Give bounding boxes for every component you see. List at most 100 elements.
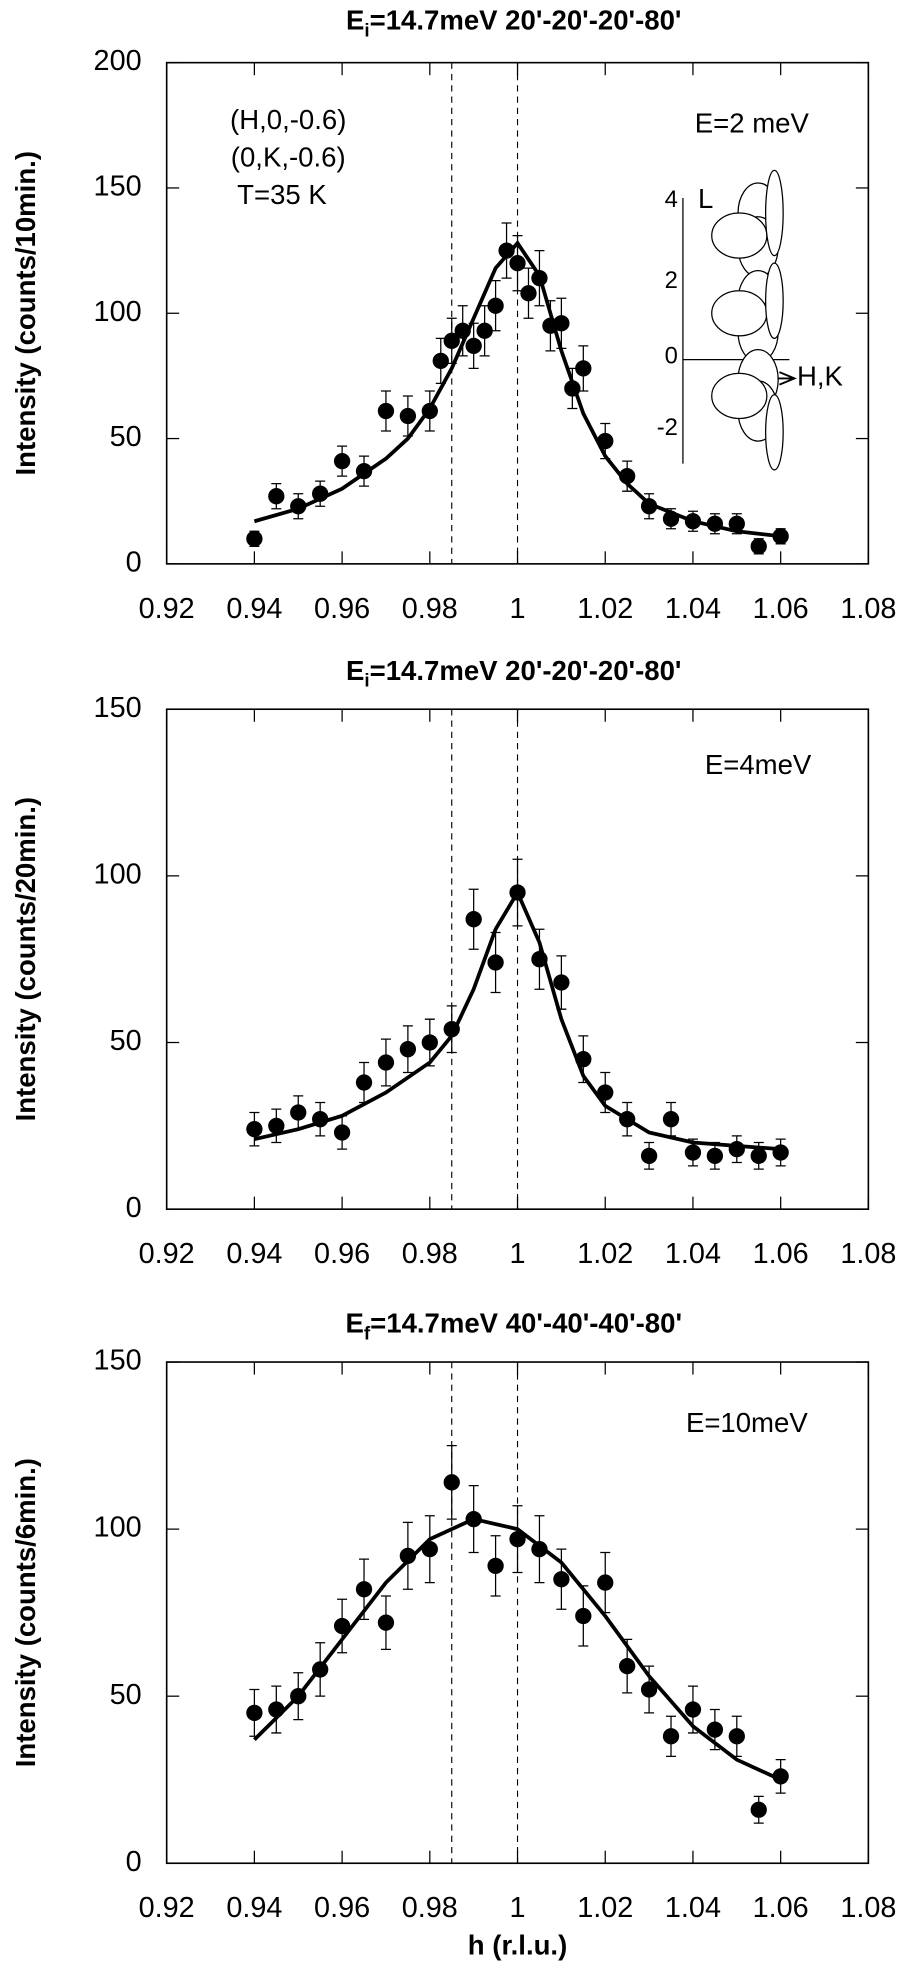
data-point <box>531 951 548 968</box>
data-point <box>509 1530 526 1548</box>
inset-lobe <box>764 169 784 257</box>
y-tick-label: 0 <box>126 546 142 578</box>
data-point <box>750 538 767 555</box>
data-point <box>399 1041 417 1058</box>
data-point <box>268 488 285 505</box>
data-point <box>684 1144 702 1161</box>
panel-title: Ei=14.7meV 20'-20'-20'-80' <box>346 655 681 690</box>
data-point <box>246 530 263 547</box>
data-point <box>564 380 581 397</box>
data-point <box>312 1111 329 1128</box>
data-point <box>246 1121 263 1138</box>
data-point <box>706 515 724 532</box>
title-rest: =14.7meV 20'-20'-20'-80' <box>370 5 682 36</box>
data-point <box>443 1474 460 1491</box>
data-point <box>772 1144 789 1161</box>
panel-title: Ef=14.7meV 40'-40'-40'-80' <box>346 1308 682 1343</box>
data-point <box>377 402 395 420</box>
x-tick-label: 0.96 <box>314 593 370 625</box>
inset-tick-label: -2 <box>657 414 678 441</box>
data-point <box>553 315 570 332</box>
x-tick-label: 1.04 <box>665 1892 721 1924</box>
data-point <box>597 1574 614 1591</box>
data-point <box>640 498 658 515</box>
data-point <box>520 285 537 302</box>
data-point <box>684 513 702 530</box>
y-tick-label: 150 <box>94 1345 142 1377</box>
x-tick-label: 0.98 <box>402 593 458 625</box>
data-point <box>597 1084 614 1101</box>
x-tick-label: 1.02 <box>577 1892 633 1924</box>
y-tick-label: 150 <box>94 692 142 724</box>
data-point <box>509 254 526 272</box>
data-point <box>772 1768 789 1785</box>
x-axis-label: h (r.l.u.) <box>468 1929 567 1960</box>
data-point <box>333 1617 351 1635</box>
data-point <box>312 1661 329 1678</box>
x-tick-label: 1.08 <box>840 1238 896 1270</box>
data-point <box>772 528 789 545</box>
data-point <box>684 1701 702 1718</box>
data-point <box>728 515 745 532</box>
inset-lobe <box>711 290 768 337</box>
data-point <box>399 407 417 425</box>
title-sub: i <box>364 19 369 40</box>
x-tick-label: 1.08 <box>840 593 896 625</box>
data-point <box>498 242 515 259</box>
data-point <box>531 1541 548 1558</box>
data-point <box>487 1557 504 1575</box>
y-tick-label: 150 <box>94 171 142 203</box>
data-point <box>421 1541 438 1558</box>
inset-lobe <box>711 212 768 259</box>
data-point <box>487 297 504 314</box>
x-tick-label: 0.96 <box>314 1892 370 1924</box>
inset-lobe <box>764 262 784 339</box>
title-main: E <box>346 5 364 36</box>
title-sub: f <box>364 1322 371 1343</box>
title-main: E <box>346 655 364 686</box>
data-point <box>290 498 307 515</box>
data-point <box>377 1614 395 1631</box>
data-point <box>750 1147 767 1164</box>
title-rest: =14.7meV 20'-20'-20'-80' <box>370 655 682 686</box>
x-tick-label: 1 <box>510 1238 526 1270</box>
x-tick-label: 0.98 <box>402 1892 458 1924</box>
data-point <box>509 884 526 901</box>
data-point <box>662 1728 680 1745</box>
y-tick-label: 50 <box>110 1679 142 1711</box>
y-tick-label: 0 <box>126 1192 142 1224</box>
data-point <box>443 332 460 349</box>
x-tick-label: 1 <box>510 593 526 625</box>
y-tick-label: 0 <box>126 1846 142 1878</box>
data-point <box>662 510 680 527</box>
data-point <box>432 352 449 370</box>
x-tick-label: 1.06 <box>753 593 809 625</box>
x-tick-label: 0.94 <box>226 1892 282 1924</box>
data-point <box>553 974 570 991</box>
data-point <box>465 337 482 354</box>
x-tick-label: 1.04 <box>665 593 721 625</box>
data-point <box>399 1547 417 1564</box>
data-point <box>640 1681 658 1698</box>
data-point <box>465 911 482 928</box>
x-tick-label: 0.92 <box>139 1892 195 1924</box>
inset-h-label: H,K <box>797 361 844 392</box>
data-point <box>619 1657 636 1675</box>
data-point <box>268 1117 285 1134</box>
data-point <box>619 1111 636 1128</box>
data-point <box>268 1701 285 1718</box>
inset-lobe <box>764 394 784 471</box>
x-tick-label: 1.06 <box>753 1238 809 1270</box>
data-point <box>640 1147 658 1164</box>
data-point <box>421 402 438 420</box>
y-axis-label: Intensity (counts/10min.) <box>10 151 41 475</box>
annotation: (H,0,-0.6) <box>230 104 346 135</box>
data-point <box>290 1104 307 1121</box>
data-point <box>290 1688 307 1705</box>
x-tick-label: 0.94 <box>226 593 282 625</box>
data-point <box>355 1074 373 1091</box>
y-tick-label: 100 <box>94 296 142 328</box>
data-point <box>443 1021 460 1038</box>
data-point <box>553 1571 570 1588</box>
